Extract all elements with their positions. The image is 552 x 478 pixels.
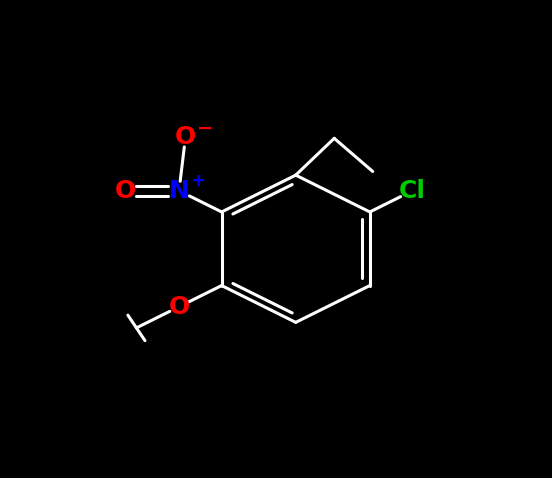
Text: N: N [168, 179, 189, 203]
Text: +: + [190, 172, 205, 190]
Text: O: O [115, 179, 136, 203]
Text: Cl: Cl [399, 179, 426, 203]
Text: O: O [168, 295, 190, 319]
Text: O: O [175, 125, 196, 150]
Text: −: − [197, 119, 213, 138]
